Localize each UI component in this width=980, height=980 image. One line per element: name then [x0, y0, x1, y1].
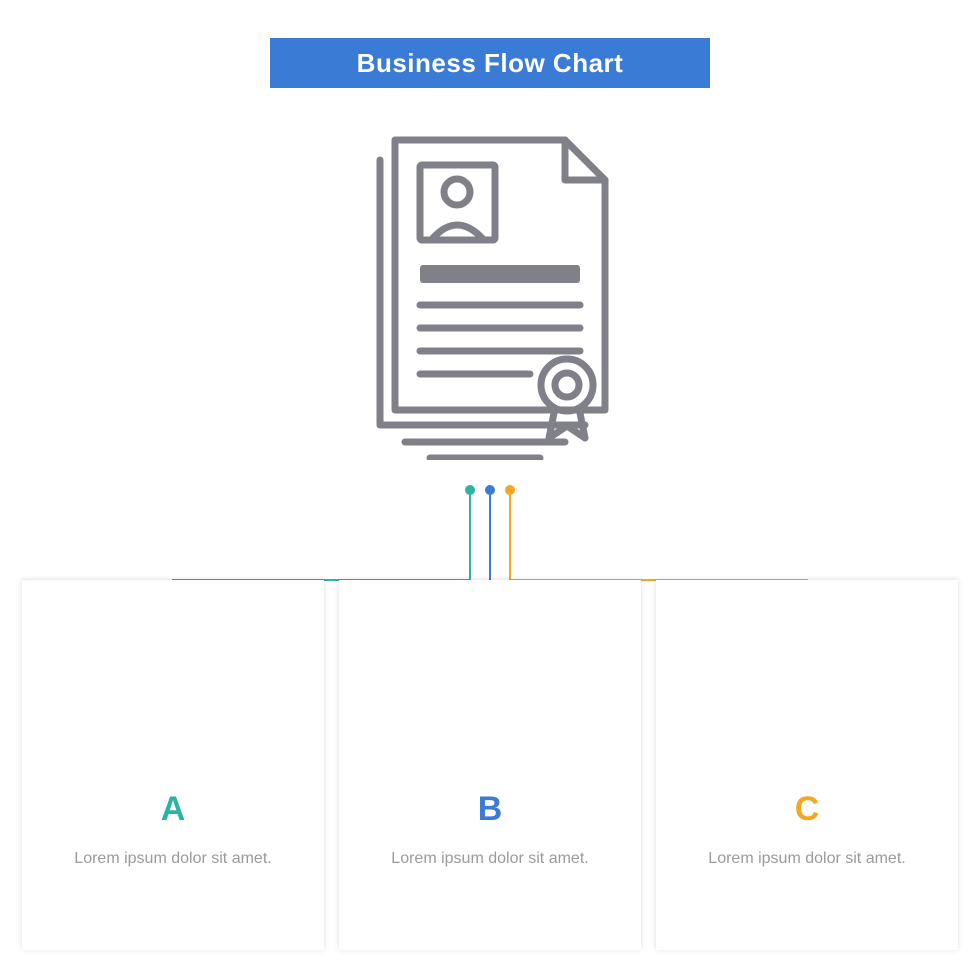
panel-c-bg [656, 580, 958, 950]
card-b: B Lorem ipsum dolor sit amet. [339, 790, 641, 871]
card-c: C Lorem ipsum dolor sit amet. [656, 790, 958, 871]
panel-b-bg [339, 580, 641, 950]
card-a: A Lorem ipsum dolor sit amet. [22, 790, 324, 871]
card-a-text: Lorem ipsum dolor sit amet. [62, 847, 284, 871]
card-c-text: Lorem ipsum dolor sit amet. [696, 847, 918, 871]
card-b-text: Lorem ipsum dolor sit amet. [379, 847, 601, 871]
card-b-letter: B [379, 790, 601, 829]
card-c-letter: C [696, 790, 918, 829]
panel-a-bg [22, 580, 324, 950]
card-a-letter: A [62, 790, 284, 829]
